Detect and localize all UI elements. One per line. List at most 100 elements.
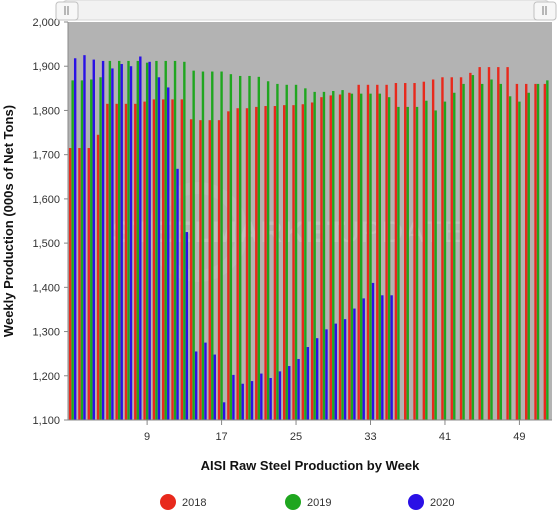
bar-2020-week-20: [250, 381, 254, 420]
navigator-right-handle[interactable]: [533, 1, 557, 21]
bar-2019-week-32: [359, 93, 363, 420]
bar-2019-week-2: [80, 80, 84, 421]
bar-2018-week-32: [357, 84, 360, 421]
bar-2020-week-7: [129, 66, 133, 420]
bar-2019-week-9: [145, 62, 149, 421]
x-tick-label: 41: [439, 431, 451, 443]
bar-2020-week-33: [371, 282, 375, 420]
bar-2019-week-37: [406, 106, 409, 420]
bar-2019-week-10: [155, 60, 158, 421]
bar-2018-week-6: [115, 103, 118, 420]
bar-2019-week-49: [518, 101, 521, 420]
bar-2020-week-25: [297, 358, 300, 420]
bar-2018-week-1: [68, 148, 72, 420]
bar-2018-week-51: [534, 83, 537, 420]
bar-2018-week-46: [487, 67, 491, 421]
bar-2019-week-19: [238, 75, 242, 420]
bar-2020-week-5: [111, 68, 114, 421]
watermark-word-market: MARKET: [212, 216, 346, 249]
bar-2019-week-36: [397, 106, 400, 420]
bar-2019-week-17: [220, 71, 223, 420]
bar-2019-week-34: [378, 93, 382, 420]
bar-2018-week-2: [78, 148, 81, 420]
x-tick-label: 25: [290, 431, 302, 443]
bar-2020-week-26: [306, 347, 310, 420]
x-tick-label: 17: [215, 431, 227, 443]
bar-2019-week-29: [332, 90, 335, 421]
x-tick-label: 33: [364, 431, 376, 443]
bar-2020-week-30: [343, 319, 347, 420]
legend-label-2020: 2020: [430, 497, 454, 509]
bar-2018-week-40: [431, 79, 435, 421]
bar-2019-week-35: [387, 97, 391, 421]
bar-2019-week-40: [434, 110, 437, 420]
bar-2019-week-12: [173, 60, 177, 421]
bar-2018-week-13: [180, 99, 184, 420]
bar-2019-week-42: [453, 92, 456, 420]
bar-2018-week-42: [450, 77, 453, 420]
legend-item-2020[interactable]: 2020: [408, 494, 454, 510]
bar-2018-week-29: [329, 95, 332, 420]
y-tick-label: 1,600: [32, 194, 60, 206]
legend-item-2018[interactable]: 2018: [160, 494, 206, 510]
bar-2018-week-45: [478, 67, 481, 421]
bar-2019-week-27: [313, 91, 316, 421]
bar-2019-week-8: [136, 60, 140, 421]
bar-2018-week-49: [515, 83, 519, 420]
y-tick-label: 1,900: [32, 61, 60, 73]
x-tick-label: 9: [144, 431, 150, 443]
bar-2018-week-30: [338, 94, 342, 421]
bar-2018-week-48: [506, 67, 509, 421]
bar-2019-week-23: [276, 83, 279, 420]
bar-2019-week-30: [341, 90, 344, 420]
navigator-left-handle[interactable]: [55, 1, 79, 21]
bar-2019-week-22: [266, 81, 270, 420]
bar-2019-week-31: [350, 93, 354, 420]
bar-2018-week-41: [441, 77, 444, 420]
legend-marker-2020: [408, 494, 424, 510]
bar-2018-week-33: [366, 84, 370, 421]
bar-2020-week-2: [83, 55, 86, 421]
bar-2019-week-50: [527, 92, 530, 420]
legend-item-2019[interactable]: 2019: [285, 494, 331, 510]
legend-label-2019: 2019: [307, 497, 331, 509]
x-tick-label: 49: [513, 431, 525, 443]
bar-2019-week-48: [508, 96, 512, 420]
bar-2018-week-5: [106, 103, 109, 420]
bar-2019-week-38: [415, 106, 419, 420]
bar-2018-week-4: [96, 134, 100, 420]
bar-2018-week-17: [217, 120, 221, 421]
navigator-track[interactable]: [59, 0, 553, 21]
bar-2019-week-18: [229, 74, 233, 421]
y-tick-label: 1,100: [32, 415, 60, 427]
bar-2020-week-12: [176, 168, 179, 420]
bar-2020-week-18: [232, 374, 235, 420]
y-axis-ticks: 1,100 1,200 1,300 1,400 1,500 1,600 1,700 1,800…: [32, 17, 68, 427]
bar-2018-week-26: [301, 104, 305, 420]
bar-2020-week-24: [288, 366, 291, 420]
bar-2018-week-25: [292, 105, 295, 420]
bar-2018-week-14: [189, 119, 193, 420]
bar-2019-week-51: [536, 83, 540, 420]
bar-2018-week-39: [422, 81, 426, 420]
bar-2018-week-10: [152, 99, 156, 420]
bar-2020-week-15: [204, 342, 207, 420]
y-axis-title: Weekly Production (000s of Net Tons): [1, 105, 16, 337]
bar-2019-week-24: [285, 84, 288, 421]
bar-2019-week-11: [164, 60, 167, 421]
x-axis-title: AISI Raw Steel Production by Week: [201, 458, 420, 473]
bar-2019-week-21: [257, 76, 261, 420]
bar-2020-week-35: [390, 295, 393, 420]
bar-2019-week-5: [108, 60, 112, 421]
bar-2018-week-9: [143, 101, 146, 420]
bar-2018-week-37: [404, 83, 407, 420]
bar-2020-week-34: [381, 295, 384, 420]
bar-2018-week-24: [283, 105, 286, 420]
y-tick-label: 1,300: [32, 327, 60, 339]
range-navigator[interactable]: [55, 0, 557, 21]
bar-2020-week-13: [185, 232, 189, 420]
bar-2019-week-6: [117, 60, 121, 421]
y-tick-label: 1,200: [32, 371, 60, 383]
bar-2019-week-20: [248, 75, 251, 420]
